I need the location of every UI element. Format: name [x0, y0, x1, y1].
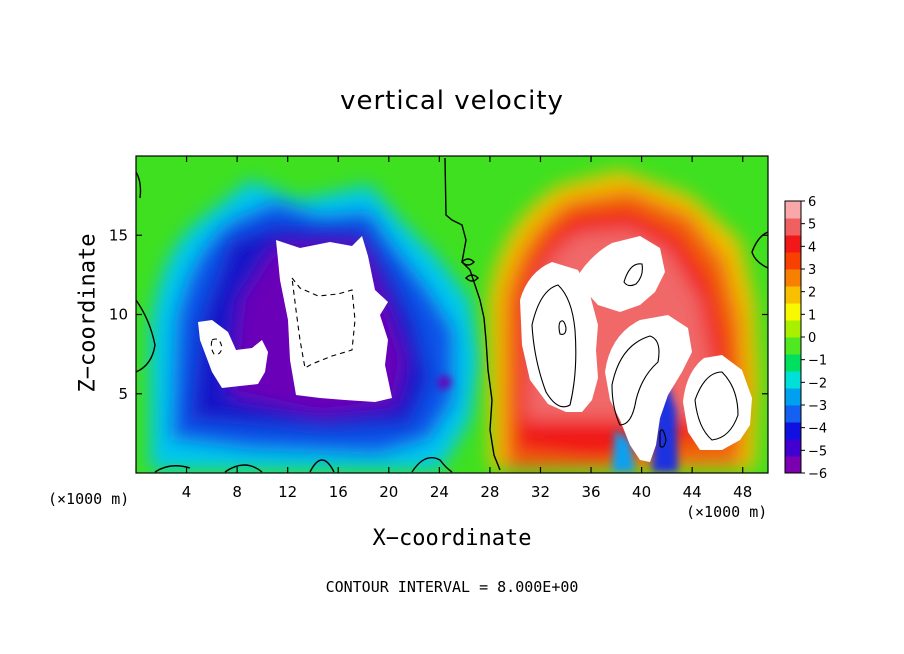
x-tick-label: 8: [232, 483, 242, 501]
x-tick-label: 4: [182, 483, 192, 501]
negative-contour-2: [210, 338, 223, 355]
positive-contour-6: [659, 429, 667, 448]
x-tick-label: 40: [632, 483, 651, 501]
colorbar-swatch: [785, 405, 801, 423]
y-axis-ticks: 5 10 15: [109, 226, 768, 403]
x-tick-label: 28: [480, 483, 499, 501]
colorbar-swatch: [785, 456, 801, 474]
y-tick-label: 5: [118, 385, 128, 403]
x-tick-label: 24: [430, 483, 449, 501]
colorbar-label: 0: [808, 331, 816, 346]
colorbar-swatch: [785, 422, 801, 440]
x-tick-label: 36: [581, 483, 600, 501]
colorbar-label: −1: [808, 354, 827, 369]
colorbar-swatch: [785, 286, 801, 304]
x-axis-ticks: 4 8 12 16 20 24 28 32 36 40 44 48: [182, 156, 752, 501]
zero-contour-small-2: [465, 274, 479, 282]
x-unit-note-left: (×1000 m): [48, 490, 130, 508]
y-tick-label: 15: [109, 226, 128, 244]
x-tick-label: 20: [379, 483, 398, 501]
zero-contour-bottom: [154, 457, 453, 473]
positive-contour-3: [623, 263, 643, 287]
negative-contour-1: [291, 276, 356, 369]
y-tick-label: 10: [109, 306, 128, 324]
negative-contour-lines: [210, 276, 356, 369]
colorbar-swatch: [785, 201, 801, 219]
colorbar-label: 1: [808, 308, 816, 323]
updraft-core-right: [683, 355, 752, 450]
colorbar-swatch: [785, 439, 801, 457]
chart-title: vertical velocity: [340, 86, 564, 116]
x-tick-label: 48: [733, 483, 752, 501]
colorbar-label: −3: [808, 399, 827, 414]
colorbar-label: −6: [808, 467, 827, 482]
colorbar-swatch: [785, 235, 801, 253]
zero-contour: [444, 157, 501, 471]
colorbar-label: 6: [808, 195, 816, 210]
x-tick-label: 32: [531, 483, 550, 501]
colorbar-label: 5: [808, 218, 816, 233]
colorbar-label: −5: [808, 444, 827, 459]
zero-contour-left-top: [136, 171, 142, 199]
zero-contour-left: [136, 299, 156, 373]
colorbar-swatch: [785, 252, 801, 270]
x-unit-note-right: (×1000 m): [686, 503, 768, 521]
x-tick-label: 16: [329, 483, 348, 501]
y-axis-label: Z−coordinate: [75, 233, 101, 393]
colorbar-swatch: [785, 269, 801, 287]
x-tick-label: 12: [278, 483, 297, 501]
positive-contour-1: [531, 284, 577, 408]
colorbar-swatch: [785, 354, 801, 372]
contour-interval-note: CONTOUR INTERVAL = 8.000E+00: [325, 578, 579, 596]
downdraft-core-left: [198, 320, 268, 388]
plot-area: [136, 156, 768, 473]
colorbar-swatch: [785, 320, 801, 338]
downdraft-core-main: [276, 236, 392, 402]
colorbar-swatch: [785, 371, 801, 389]
positive-contour-4: [611, 335, 660, 426]
colorbar-swatch: [785, 303, 801, 321]
colorbar-label: −4: [808, 422, 827, 437]
colorbar-label: 3: [808, 263, 816, 278]
colorbar-swatch: [785, 337, 801, 355]
positive-contour-2: [558, 320, 567, 335]
colorbar-swatch: [785, 388, 801, 406]
x-tick-label: 44: [683, 483, 702, 501]
positive-contour-5: [694, 371, 739, 441]
saturated-cores: [198, 236, 752, 462]
colorbar-label: 4: [808, 240, 816, 255]
contour-lines: [136, 157, 768, 473]
colorbar-label: 2: [808, 286, 816, 301]
x-axis-label: X−coordinate: [372, 526, 532, 551]
colorbar-label: −2: [808, 376, 827, 391]
zero-contour-small-1: [461, 258, 475, 266]
colorbar-swatch: [785, 218, 801, 236]
updraft-core-upper: [575, 236, 665, 312]
colorbar: 6 5 4 3 2 1 0 −1 −2 −3 −4 −5 −6: [784, 195, 827, 482]
updraft-core-center: [520, 262, 598, 412]
